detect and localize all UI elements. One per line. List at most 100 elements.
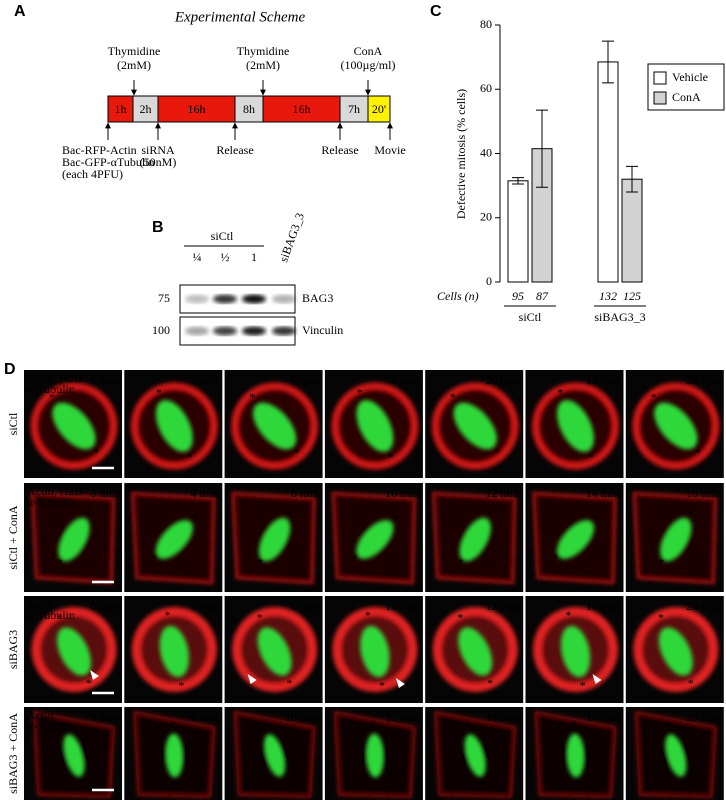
time-label: 0 min — [90, 373, 118, 387]
cell — [233, 711, 316, 798]
spindle — [360, 625, 390, 678]
band — [272, 326, 296, 336]
pole-mark: * — [365, 608, 371, 622]
treatment-label: Thymidine — [108, 44, 161, 58]
pole-mark: * — [593, 511, 599, 525]
time-label: 20 min — [686, 599, 720, 613]
pole-mark: * — [588, 450, 594, 464]
pole-mark: * — [658, 555, 664, 569]
pole-mark: * — [480, 776, 486, 790]
panel-label: A — [14, 3, 26, 20]
segment-label: 16h — [293, 102, 311, 116]
error-bar — [512, 177, 524, 185]
time-label: 12 min — [385, 710, 419, 724]
category-label: siBAG3_3 — [594, 310, 645, 324]
pole-mark: * — [572, 717, 578, 731]
bar — [597, 61, 619, 283]
timeline-segment — [157, 95, 236, 123]
pole-mark: * — [695, 445, 701, 459]
panel-label: B — [152, 219, 164, 236]
spindle — [258, 517, 291, 562]
step-label: Release — [216, 143, 253, 157]
cell — [334, 711, 416, 798]
pole-mark: * — [287, 676, 293, 690]
pole-mark: * — [387, 450, 393, 464]
pole-mark: * — [565, 608, 571, 622]
timeline-segment — [367, 95, 391, 123]
segment-label: 2h — [140, 102, 152, 116]
band — [185, 294, 209, 304]
pole-mark: * — [187, 450, 193, 464]
n-value: 87 — [536, 289, 549, 303]
cell — [232, 607, 318, 692]
time-label: 0 min — [90, 486, 118, 500]
pole-mark: * — [392, 511, 398, 525]
pole-mark: * — [552, 551, 558, 565]
error-bar — [602, 40, 614, 84]
y-axis-label: Defective mitosis (% cells) — [454, 89, 468, 219]
pole-mark: * — [279, 776, 285, 790]
spindle — [58, 517, 90, 562]
y-tick-label: 60 — [480, 81, 492, 95]
time-label: 22 min — [686, 373, 720, 387]
spindle — [165, 733, 184, 778]
spindle — [159, 625, 190, 678]
n-value: 132 — [599, 289, 617, 303]
time-label: 18 min — [686, 486, 720, 500]
time-label: 16 min — [586, 599, 620, 613]
step-label: Movie — [374, 143, 405, 157]
category-label: siCtl — [519, 310, 542, 324]
spindle — [356, 400, 394, 452]
y-tick-label: 20 — [480, 210, 492, 224]
group-label: siCtl — [211, 229, 234, 243]
spindle — [459, 517, 491, 562]
lane-label: siBAG3_3 — [276, 211, 307, 264]
time-label: 6 min — [291, 599, 319, 613]
legend-swatch — [653, 71, 667, 85]
arrowhead — [592, 674, 602, 684]
cell — [31, 607, 117, 692]
arrowhead — [247, 674, 257, 684]
pole-mark: * — [688, 676, 694, 690]
spindle — [560, 625, 591, 678]
arrowhead — [395, 678, 405, 688]
pole-mark: * — [650, 390, 656, 404]
time-label: 20 min — [486, 373, 520, 387]
cell — [432, 491, 517, 585]
stain-label: α-Tubulin — [27, 382, 75, 396]
step-label: Release — [321, 143, 358, 157]
cell — [434, 711, 516, 798]
pole-mark: * — [286, 507, 292, 521]
pole-mark: * — [351, 551, 357, 565]
stain-label: Actin, H2B — [27, 371, 82, 385]
band — [185, 326, 209, 336]
step-label: Bac-GFP-αTubulin — [62, 155, 155, 169]
segment-label: 16h — [188, 102, 206, 116]
time-label: 14 min — [486, 710, 520, 724]
stain-label: Actin — [27, 708, 54, 722]
pole-mark: * — [79, 776, 85, 790]
cell — [635, 711, 717, 798]
pole-mark: * — [257, 555, 263, 569]
spindle — [654, 402, 698, 450]
pole-mark: * — [56, 555, 62, 569]
time-label: 8 min — [391, 373, 419, 387]
legend-swatch — [653, 91, 667, 105]
pole-mark: * — [257, 611, 263, 625]
blot-label: Vinculin — [302, 323, 343, 337]
spindle — [458, 627, 493, 676]
step-label: siRNA — [141, 143, 175, 157]
arrowhead — [90, 670, 99, 680]
bar — [621, 178, 643, 283]
pole-mark: * — [687, 507, 693, 521]
spindle — [356, 520, 394, 559]
pole-mark: * — [264, 718, 270, 732]
pole-mark: * — [56, 611, 62, 625]
time-label: 10 min — [385, 486, 419, 500]
pole-mark: * — [681, 776, 687, 790]
time-label: 0 min — [90, 710, 118, 724]
segment-label: 20' — [372, 102, 386, 116]
row-label: siBAG3 + ConA — [6, 713, 20, 794]
band — [213, 294, 237, 304]
